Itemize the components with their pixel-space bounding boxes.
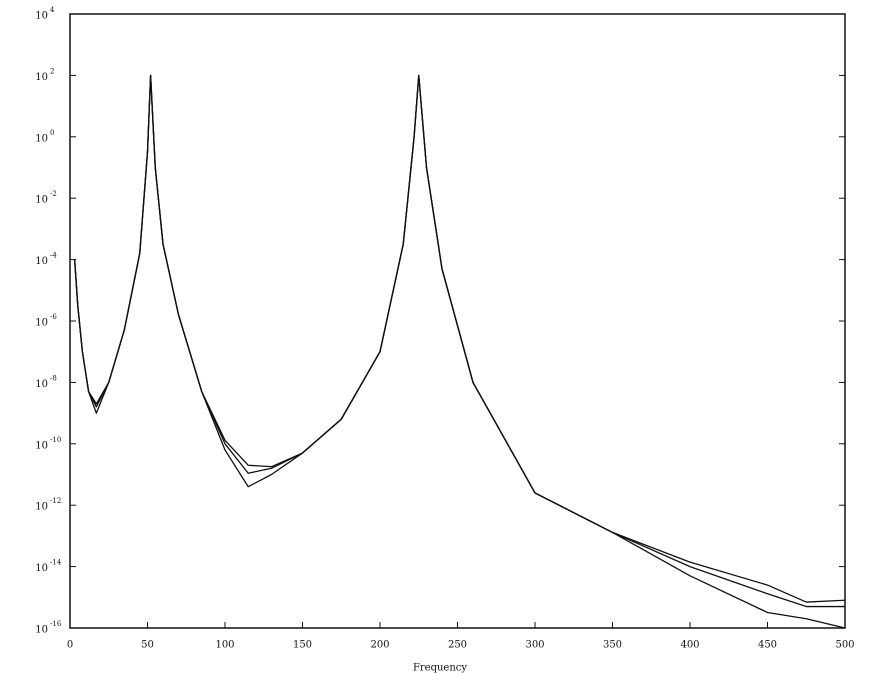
plot-frame <box>69 13 846 629</box>
y-tick-label: 10 <box>35 256 48 267</box>
data-line <box>74 74 845 608</box>
y-tick-label: 10 <box>35 133 48 144</box>
y-tick-exponent: -4 <box>50 252 57 260</box>
y-tick-exponent: -2 <box>50 190 57 198</box>
y-tick-label: 10 <box>35 502 48 513</box>
x-tick-label: 50 <box>141 640 154 651</box>
data-line <box>74 74 846 603</box>
y-tick-label: 10 <box>35 195 48 206</box>
x-tick-label: 350 <box>603 640 622 651</box>
y-tick-exponent: 4 <box>50 6 55 14</box>
x-tick-label: 400 <box>680 640 699 651</box>
y-tick-exponent: -12 <box>50 497 61 505</box>
x-tick-label: 500 <box>835 640 854 651</box>
data-line <box>74 74 846 629</box>
y-tick-label: 10 <box>35 379 48 390</box>
x-tick-label: 100 <box>215 640 234 651</box>
y-tick-label: 10 <box>35 563 48 574</box>
y-tick-exponent: -6 <box>50 313 57 321</box>
y-tick-label: 10 <box>35 72 48 83</box>
y-tick-label: 10 <box>35 318 48 329</box>
x-tick-label: 300 <box>525 640 544 651</box>
x-tick-label: 150 <box>293 640 312 651</box>
y-tick-label: 10 <box>35 440 48 451</box>
y-tick-label: 10 <box>35 625 48 636</box>
y-tick-exponent: -16 <box>50 620 62 628</box>
x-tick-label: 0 <box>67 640 73 651</box>
y-tick-label: 10 <box>35 11 48 22</box>
y-tick-exponent: -14 <box>50 559 62 567</box>
y-tick-exponent: -8 <box>50 374 57 382</box>
x-tick-label: 450 <box>758 640 777 651</box>
y-tick-exponent: -10 <box>50 436 61 444</box>
x-tick-label: 200 <box>370 640 389 651</box>
y-tick-exponent: 0 <box>50 129 54 137</box>
y-tick-exponent: 2 <box>50 67 54 75</box>
x-axis-label: Frequency <box>413 663 467 673</box>
x-tick-label: 250 <box>448 640 467 651</box>
